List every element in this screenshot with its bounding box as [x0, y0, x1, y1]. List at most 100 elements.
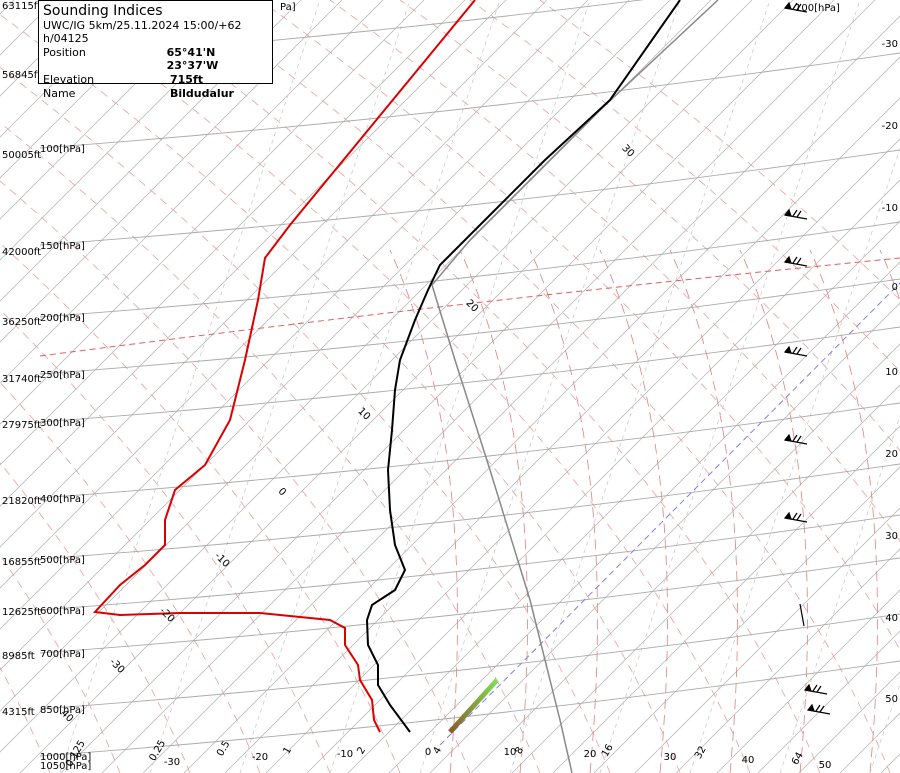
moist-adiabat [809, 249, 878, 773]
isotherm [0, 0, 384, 384]
dry-adiabat [329, 0, 900, 542]
bottom-label: 4 [431, 745, 444, 756]
wind-barb-feather [796, 347, 802, 355]
wind-barb-flag [806, 703, 815, 712]
dewpoint-curve [92, 0, 476, 733]
temperature-label: 20 [885, 449, 898, 460]
bottom-label: 64 [790, 750, 806, 767]
mixing-ratio-line [329, 0, 591, 773]
bottom-label: 40 [742, 755, 755, 766]
bottom-label: 1 [281, 745, 294, 756]
moist-adiabat [389, 249, 458, 773]
isotherm [0, 0, 179, 179]
isotherm [0, 0, 425, 425]
dry-adiabat [469, 0, 900, 373]
isotherm [839, 712, 900, 773]
isobar [39, 278, 900, 375]
wind-barb-flag [783, 511, 792, 520]
wind-barb-feather [796, 3, 802, 11]
info-title: Sounding Indices [43, 3, 163, 19]
altitude-label: 50005ft [2, 150, 41, 161]
temperature-label: 0 [892, 282, 898, 293]
isotherm-label: -10 [212, 551, 231, 570]
isotherm [0, 0, 712, 712]
pressure-label: 100[hPa] [40, 144, 85, 155]
parcel-curve [431, 0, 719, 773]
temperature-label: 10 [885, 367, 898, 378]
pressure-label: 600[hPa] [40, 606, 85, 617]
altitude-label: 12625ft [2, 607, 41, 618]
bottom-label: 16 [600, 742, 616, 759]
isotherm [0, 0, 343, 343]
isotherm [0, 0, 671, 671]
info-row: Name Bildudalur [43, 87, 268, 100]
isotherm [0, 0, 302, 302]
wind-barb-feather [796, 210, 802, 218]
isobar [39, 149, 900, 246]
pressure-label: 400[hPa] [40, 494, 85, 505]
isotherm [306, 179, 900, 773]
bottom-label: -20 [252, 752, 268, 763]
altitude-label: 21820ft [2, 496, 41, 507]
pressure-label: Pa] [280, 2, 296, 13]
isotherm [19, 0, 794, 773]
isotherm [0, 0, 548, 548]
isobar [39, 326, 900, 423]
isotherm-label: 0 [276, 486, 288, 498]
dry-adiabat [0, 66, 611, 773]
bottom-label: 30 [664, 752, 677, 763]
mixing-line-marker [448, 678, 499, 734]
temperature-curve [365, 0, 681, 733]
pressure-label: 500[hPa] [40, 555, 85, 566]
dry-adiabat [0, 381, 261, 773]
isotherm [880, 753, 900, 773]
info-box: Sounding Indices UWC/IG 5km/25.11.2024 1… [38, 0, 273, 100]
mixing-ratio-line [239, 0, 501, 773]
isobar [39, 402, 900, 499]
mixing-ratio-line [599, 0, 861, 773]
isobar [39, 463, 900, 560]
isobar [39, 557, 900, 654]
bottom-label: 32 [693, 744, 709, 761]
wind-barb-feather [812, 684, 818, 692]
wet-bulb-zero-line [439, 282, 900, 746]
wind-barb-feather [796, 435, 802, 443]
info-label: Position [43, 46, 86, 59]
isotherm [593, 466, 900, 773]
bottom-label: 8 [513, 745, 526, 756]
wind-barb-feather [792, 256, 798, 264]
wind-barb-flag [783, 1, 792, 10]
pressure-label: 250[hPa] [40, 370, 85, 381]
isotherm [757, 630, 900, 773]
isotherm [0, 0, 630, 630]
info-value: 715ft [170, 73, 204, 86]
info-run: UWC/IG 5km/25.11.2024 15:00/+62 h/04125 [43, 19, 242, 45]
bottom-label: -10 [337, 749, 353, 760]
wind-barb-feather [792, 209, 798, 217]
isotherm [0, 0, 220, 220]
wind-barb [799, 603, 805, 627]
isotherm [0, 0, 507, 507]
isotherm [388, 261, 900, 773]
dry-adiabat [399, 0, 900, 452]
moist-adiabat [739, 249, 808, 773]
bottom-label: 0 [425, 747, 431, 758]
altitude-label: 56845ft [2, 70, 41, 81]
isotherm [511, 384, 900, 773]
pressure-label: 850[hPa] [40, 705, 85, 716]
wind-barb-feather [792, 346, 798, 354]
bottom-label: 10 [504, 747, 517, 758]
isotherm [101, 0, 876, 773]
temperature-label: 40 [885, 613, 898, 624]
info-row: Elevation 715ft [43, 73, 268, 86]
dry-adiabat [259, 0, 900, 651]
isotherm [675, 548, 900, 773]
wind-barb-flag [783, 345, 792, 354]
isotherm [0, 0, 466, 466]
isotherm-label: -30 [107, 657, 126, 676]
isobar [39, 221, 900, 318]
wind-barb-flag [803, 683, 812, 692]
info-value: Bildudalur [170, 87, 234, 100]
bottom-label: -30 [164, 757, 180, 768]
pressure-label: 1000[hPa] [40, 752, 91, 763]
